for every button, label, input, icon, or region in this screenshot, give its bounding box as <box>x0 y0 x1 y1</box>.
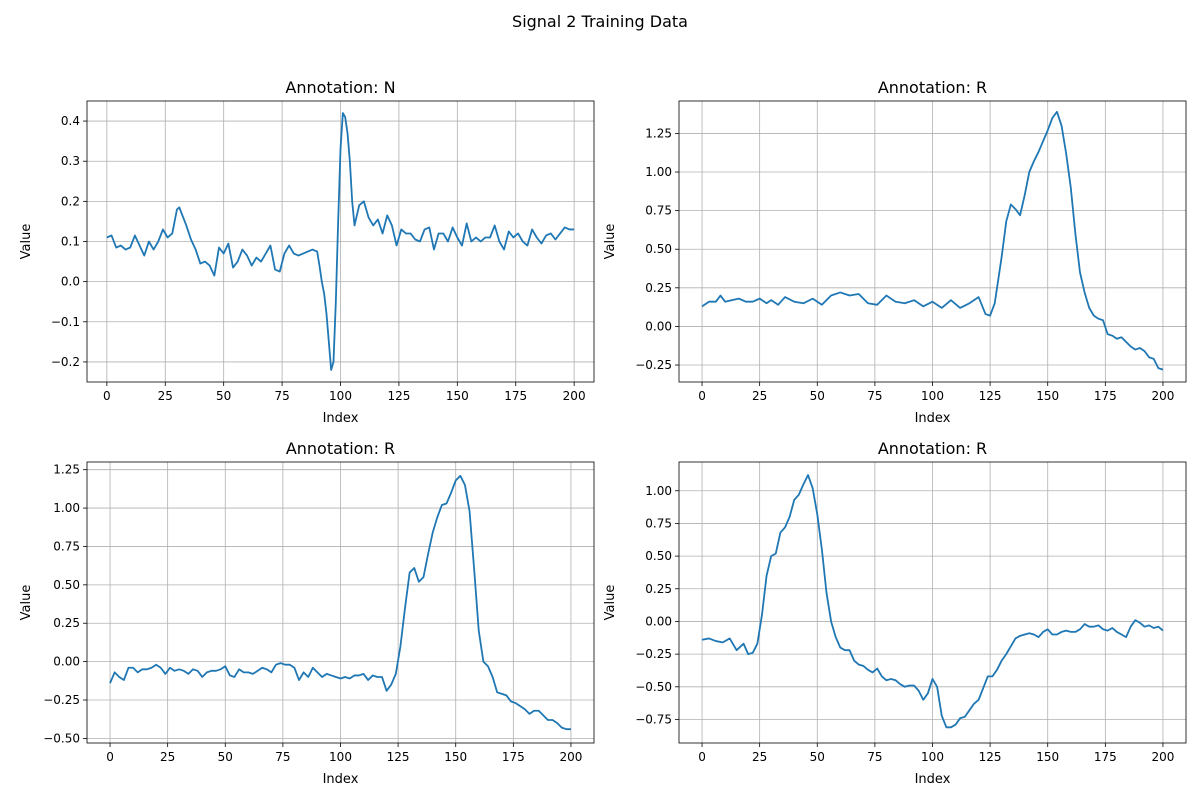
subplot-2: 0 25 50 75 100 125 150 175 200 −0.25 0.00 0.25 0.50 0… <box>603 78 1187 426</box>
y-tick-label: −0.50 <box>43 731 80 745</box>
x-tick-label: 25 <box>752 750 767 764</box>
x-tick-label: 150 <box>446 389 469 403</box>
y-tick-label: 0.75 <box>53 539 80 553</box>
x-tick-label: 125 <box>979 389 1002 403</box>
y-axis-label: Value <box>19 224 34 260</box>
y-tick-label: −0.25 <box>635 358 672 372</box>
x-tick-label: 200 <box>563 389 586 403</box>
y-tick-label: 0.00 <box>645 319 672 333</box>
x-tick-label: 100 <box>921 750 944 764</box>
axes-frame <box>86 100 595 383</box>
y-tick-label: 0.50 <box>645 242 672 256</box>
y-tick-label: 0.3 <box>61 154 80 168</box>
y-tick-label: 0.00 <box>645 614 672 628</box>
x-tick-label: 100 <box>329 750 352 764</box>
x-tick-label: 200 <box>1152 389 1175 403</box>
y-tick-label: 1.25 <box>53 463 80 477</box>
x-tick-label: 75 <box>867 750 882 764</box>
x-tick-label: 175 <box>1094 750 1117 764</box>
y-tick-label: −0.50 <box>635 680 672 694</box>
subplot-3: 0 25 50 75 100 125 150 175 200 −0.50 −0.25 0.00 0.25… <box>19 439 595 787</box>
y-tick-label: −0.2 <box>51 355 80 369</box>
x-tick-label: 50 <box>810 389 825 403</box>
x-tick-label: 25 <box>160 750 175 764</box>
x-tick-label: 150 <box>1036 389 1059 403</box>
axes-frame <box>678 100 1187 383</box>
y-tick-label: −0.75 <box>635 712 672 726</box>
series-line <box>701 110 1164 371</box>
x-tick-label: 75 <box>274 389 289 403</box>
y-tick-label: 0.0 <box>61 275 80 289</box>
series-line <box>106 112 575 371</box>
x-tick-label: 0 <box>698 750 706 764</box>
x-tick-label: 50 <box>810 750 825 764</box>
x-axis-label: Index <box>323 411 359 426</box>
series-line <box>701 474 1164 729</box>
x-tick-label: 50 <box>218 750 233 764</box>
x-tick-label: 175 <box>504 389 527 403</box>
subplot-title: Annotation: R <box>878 78 987 97</box>
axes-frame <box>678 461 1187 744</box>
figure-title: Signal 2 Training Data <box>512 12 688 31</box>
y-tick-label: 1.25 <box>645 126 672 140</box>
y-tick-label: 0.50 <box>645 549 672 563</box>
y-tick-label: 1.00 <box>53 501 80 515</box>
y-tick-label: 0.75 <box>645 204 672 218</box>
y-axis-label: Value <box>19 585 34 621</box>
x-axis-label: Index <box>323 772 359 787</box>
axes-frame <box>86 461 595 744</box>
x-tick-label: 50 <box>216 389 231 403</box>
y-tick-label: 0.25 <box>645 582 672 596</box>
y-tick-label: 0.25 <box>53 616 80 630</box>
x-tick-label: 150 <box>444 750 467 764</box>
x-tick-label: 125 <box>387 750 410 764</box>
y-tick-label: −0.25 <box>43 693 80 707</box>
subplot-title: Annotation: N <box>285 78 395 97</box>
x-tick-label: 125 <box>387 389 410 403</box>
y-tick-label: 1.00 <box>645 165 672 179</box>
subplot-title: Annotation: R <box>286 439 395 458</box>
x-axis-label: Index <box>915 411 951 426</box>
y-tick-label: 0.50 <box>53 578 80 592</box>
x-tick-label: 125 <box>979 750 1002 764</box>
subplot-4: 0 25 50 75 100 125 150 175 200 −0.75 −0.50 −0.25 0.0… <box>603 439 1187 787</box>
x-tick-label: 0 <box>106 750 114 764</box>
x-tick-label: 0 <box>103 389 111 403</box>
x-tick-label: 25 <box>752 389 767 403</box>
y-tick-label: 0.1 <box>61 235 80 249</box>
y-tick-label: −0.1 <box>51 315 80 329</box>
y-axis-label: Value <box>603 585 618 621</box>
x-tick-label: 200 <box>560 750 583 764</box>
y-tick-label: 0.00 <box>53 655 80 669</box>
x-tick-label: 175 <box>1094 389 1117 403</box>
subplot-1: 0 25 50 75 100 125 150 175 200 −0.2 −0.1 0.0 0.1 0.2 0… <box>19 78 595 426</box>
y-axis-label: Value <box>603 224 618 260</box>
series-line <box>109 474 571 731</box>
x-tick-label: 100 <box>921 389 944 403</box>
y-tick-label: −0.25 <box>635 647 672 661</box>
x-tick-label: 75 <box>275 750 290 764</box>
y-tick-label: 0.25 <box>645 281 672 295</box>
x-axis-label: Index <box>915 772 951 787</box>
x-tick-label: 25 <box>158 389 173 403</box>
x-tick-label: 175 <box>502 750 525 764</box>
subplot-title: Annotation: R <box>878 439 987 458</box>
x-tick-label: 200 <box>1152 750 1175 764</box>
y-tick-label: 1.00 <box>645 484 672 498</box>
x-tick-label: 75 <box>867 389 882 403</box>
x-tick-label: 100 <box>329 389 352 403</box>
y-tick-label: 0.75 <box>645 516 672 530</box>
y-tick-label: 0.2 <box>61 194 80 208</box>
x-tick-label: 150 <box>1036 750 1059 764</box>
y-tick-label: 0.4 <box>61 114 80 128</box>
x-tick-label: 0 <box>698 389 706 403</box>
